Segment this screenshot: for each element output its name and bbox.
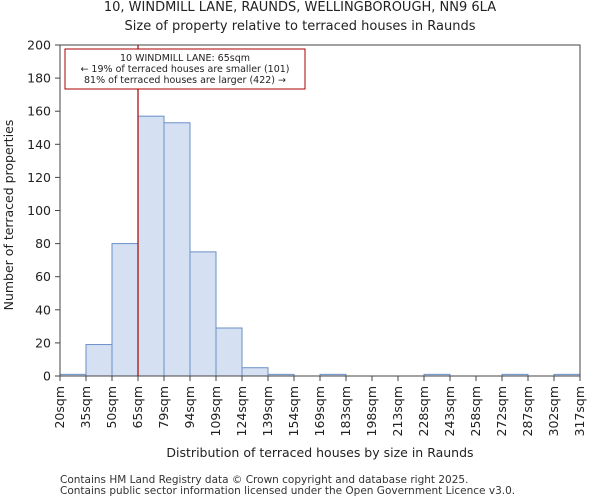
y-tick-label: 180 (27, 71, 51, 86)
x-tick-label: 258sqm (468, 386, 483, 436)
histogram-bar (137, 115, 165, 377)
y-tick-label: 140 (27, 137, 51, 152)
x-tick-label: 302sqm (546, 386, 561, 436)
histogram-bar (241, 367, 269, 377)
x-tick-label: 124sqm (234, 386, 249, 436)
x-tick-label: 94sqm (182, 386, 197, 429)
y-tick-label: 40 (35, 302, 51, 317)
y-tick-label: 120 (27, 170, 51, 185)
annotation-box (64, 48, 306, 90)
x-tick-label: 183sqm (338, 386, 353, 436)
x-tick-label: 243sqm (442, 386, 457, 436)
x-tick-label: 169sqm (312, 386, 327, 436)
histogram-bar (215, 327, 243, 377)
x-tick-label: 109sqm (208, 386, 223, 436)
footer-line-2: Contains public sector information licen… (60, 485, 516, 497)
y-tick-label: 200 (27, 38, 51, 53)
histogram-bar (111, 243, 139, 377)
x-tick-label: 35sqm (78, 386, 93, 429)
x-tick-label: 317sqm (572, 386, 587, 436)
x-tick-label: 139sqm (260, 386, 275, 436)
x-tick-label: 272sqm (494, 386, 509, 436)
y-tick-label: 100 (27, 203, 51, 218)
annotation-title: 10 WINDMILL LANE: 65sqm (120, 53, 250, 64)
y-tick-label: 60 (35, 269, 51, 284)
histogram-bar (163, 122, 191, 377)
x-tick-label: 287sqm (520, 386, 535, 436)
x-tick-label: 228sqm (416, 386, 431, 436)
y-tick-label: 160 (27, 104, 51, 119)
y-tick-label: 0 (43, 369, 51, 384)
annotation-larger: 81% of terraced houses are larger (422) … (84, 75, 286, 86)
chart-title: 10, WINDMILL LANE, RAUNDS, WELLINGBOROUG… (103, 0, 497, 15)
y-tick-label: 20 (35, 335, 51, 350)
y-axis-label: Number of terraced properties (1, 120, 16, 311)
x-tick-label: 50sqm (104, 386, 119, 429)
annotation-smaller: ← 19% of terraced houses are smaller (10… (80, 64, 289, 75)
x-tick-label: 213sqm (390, 386, 405, 436)
x-tick-label: 198sqm (364, 386, 379, 436)
x-tick-label: 79sqm (156, 386, 171, 429)
histogram-bar (189, 251, 217, 377)
x-tick-label: 65sqm (130, 386, 145, 429)
chart-subtitle: Size of property relative to terraced ho… (124, 19, 476, 34)
x-tick-label: 154sqm (286, 386, 301, 436)
footer-line-1: Contains HM Land Registry data © Crown c… (60, 474, 469, 486)
histogram-bar (85, 344, 113, 377)
y-tick-label: 80 (35, 236, 51, 251)
x-axis-label: Distribution of terraced houses by size … (166, 445, 473, 460)
x-tick-label: 20sqm (52, 386, 67, 429)
